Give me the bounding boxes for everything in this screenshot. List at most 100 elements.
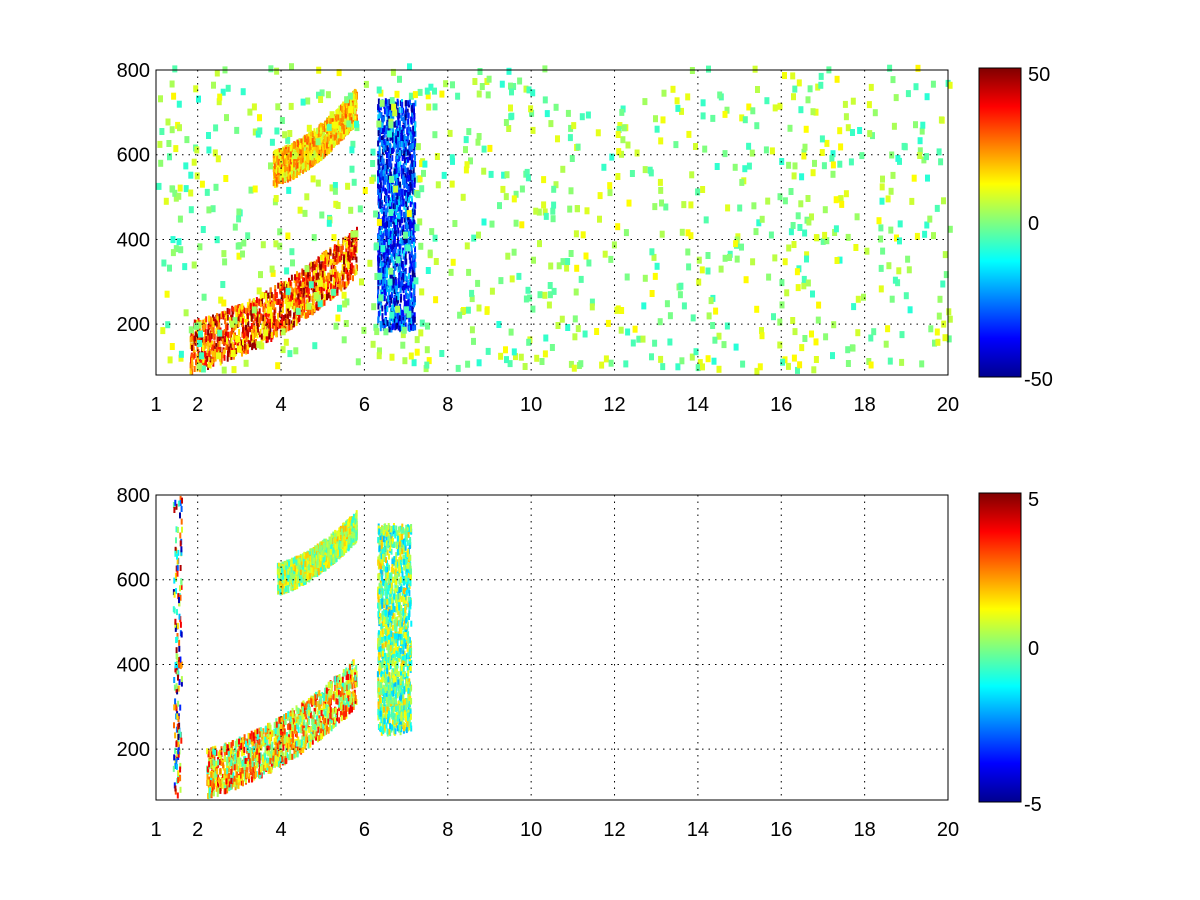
heatmap-cell-scattered-noise — [794, 268, 800, 276]
heatmap-cell-negative-streak — [413, 220, 416, 227]
heatmap-cell-lower-band — [307, 276, 310, 283]
heatmap-cell-upper-band — [292, 173, 295, 180]
heatmap-cell-scattered-noise — [589, 303, 595, 311]
heatmap-cell-lower-band — [347, 262, 350, 269]
heatmap-cell-lower-band — [195, 359, 198, 366]
heatmap-cell-lower-band — [211, 317, 214, 324]
heatmap-cell-scattered-noise — [533, 207, 539, 215]
heatmap-cell-scattered-noise — [206, 132, 211, 139]
heatmap-cell-scattered-noise — [274, 127, 280, 135]
heatmap-cell-negative-streak — [384, 304, 387, 311]
heatmap-cell-negative-streak — [411, 154, 413, 161]
heatmap-cell-upper-band — [298, 163, 301, 170]
heatmap-cell-scattered-noise — [285, 301, 291, 309]
heatmap-cell-scattered-noise — [295, 307, 301, 315]
heatmap-cell-lower-band — [260, 337, 263, 344]
heatmap-cell-scattered-noise — [763, 146, 769, 154]
heatmap-cell-lower-band — [260, 333, 263, 340]
heatmap-cell-upper-band — [302, 167, 304, 174]
heatmap-cell-scattered-noise — [679, 357, 685, 365]
heatmap-cell-lower-band — [327, 280, 330, 287]
heatmap-cell-scattered-noise — [615, 131, 621, 138]
heatmap-cell-negative-streak — [382, 232, 385, 239]
heatmap-cell-lower-band — [267, 292, 270, 299]
heatmap-cell-lower-band — [281, 282, 284, 289]
heatmap-cell-scattered-noise — [267, 306, 273, 314]
heatmap-cell-negative-streak — [410, 146, 413, 152]
heatmap-cell-negative-streak — [377, 170, 379, 177]
heatmap-cell-scattered-noise — [289, 63, 294, 71]
heatmap-cell-scattered-noise — [667, 338, 673, 346]
heatmap-cell-negative-streak — [387, 231, 390, 238]
heatmap-cell-scattered-noise — [924, 93, 930, 101]
heatmap-cell-scattered-noise — [450, 258, 456, 266]
heatmap-cell-upper-band — [319, 143, 322, 150]
heatmap-cell-negative-streak — [391, 155, 394, 162]
heatmap-cell-lower-band — [317, 272, 320, 279]
heatmap-cell-upper-band — [323, 125, 326, 132]
heatmap-cell-scattered-noise — [374, 273, 380, 280]
heatmap-cell-negative-streak — [384, 165, 387, 171]
heatmap-cell-negative-streak — [398, 219, 401, 226]
heatmap-cell-negative-streak — [405, 276, 408, 283]
heatmap-cell-lower-band — [337, 256, 340, 263]
heatmap-cell-scattered-noise — [419, 288, 425, 296]
heatmap-cell-scattered-noise — [850, 344, 856, 352]
heatmap-cell-lower-band — [272, 304, 275, 310]
heatmap-cell-scattered-noise — [919, 360, 925, 368]
heatmap-cell-scattered-noise — [485, 347, 491, 355]
heatmap-cell-scattered-noise — [815, 316, 821, 324]
heatmap-cell-scattered-noise — [892, 276, 898, 284]
heatmap-cell-scattered-noise — [333, 121, 339, 129]
heatmap-cell-scattered-noise — [176, 192, 182, 200]
heatmap-cell-negative-streak — [394, 246, 397, 253]
heatmap-cell-scattered-noise — [417, 218, 423, 226]
heatmap-cell-scattered-noise — [810, 108, 816, 116]
heatmap-cell-negative-streak — [405, 167, 408, 174]
heatmap-cell-negative-streak — [400, 209, 403, 216]
heatmap-cell-upper-band — [274, 175, 277, 182]
heatmap-cell-lower-band — [241, 350, 243, 357]
heatmap-cell-lower-band — [350, 241, 353, 248]
heatmap-cell-lower-band — [193, 366, 196, 372]
heatmap-cell-negative-streak — [377, 265, 380, 272]
heatmap-cell-lower-band — [289, 280, 292, 286]
heatmap-cell-lower-band — [348, 239, 350, 246]
heatmap-cell-negative-streak — [410, 310, 413, 317]
heatmap-cell-negative-streak — [392, 260, 395, 267]
heatmap-cell-upper-band — [339, 126, 342, 132]
heatmap-cell-lower-band — [309, 277, 312, 283]
heatmap-cell-negative-streak — [385, 230, 388, 237]
heatmap-cell-lower-band — [203, 361, 206, 368]
heatmap-cell-negative-streak — [407, 273, 410, 279]
heatmap-cell-negative-streak — [378, 192, 381, 199]
heatmap-cell-scattered-noise — [537, 291, 543, 299]
heatmap-cell-lower-band — [338, 283, 341, 290]
heatmap-cell-lower-band — [257, 329, 259, 335]
heatmap-cell-negative-streak — [382, 216, 385, 223]
heatmap-cell-negative-streak — [401, 188, 404, 195]
heatmap-cell-lower-band — [225, 315, 228, 322]
heatmap-cell-negative-streak — [407, 279, 410, 286]
heatmap-cell-scattered-noise — [511, 195, 517, 203]
heatmap-cell-lower-band — [239, 310, 242, 317]
heatmap-cell-lower-band — [262, 315, 265, 322]
heatmap-cell-upper-band — [313, 158, 315, 164]
heatmap-cell-scattered-noise — [560, 258, 566, 266]
heatmap-cell-upper-band — [346, 116, 349, 123]
heatmap-cell-lower-band — [289, 295, 292, 302]
heatmap-cell-negative-streak — [412, 188, 415, 195]
heatmap-cell-negative-streak — [407, 139, 410, 146]
heatmap-cell-lower-band — [313, 306, 316, 313]
heatmap-cell-negative-streak — [397, 232, 399, 239]
heatmap-cell-scattered-noise — [469, 326, 475, 334]
heatmap-cell-lower-band — [347, 243, 350, 250]
heatmap-cell-scattered-noise — [447, 129, 453, 137]
heatmap-cell-scattered-noise — [287, 130, 293, 137]
heatmap-cell-negative-streak — [404, 274, 407, 281]
heatmap-cell-scattered-noise — [485, 91, 491, 99]
heatmap-cell-lower-band — [266, 317, 269, 324]
heatmap-cell-negative-streak — [402, 317, 405, 323]
heatmap-cell-scattered-noise — [173, 145, 179, 153]
heatmap-cell-scattered-noise — [920, 121, 926, 129]
